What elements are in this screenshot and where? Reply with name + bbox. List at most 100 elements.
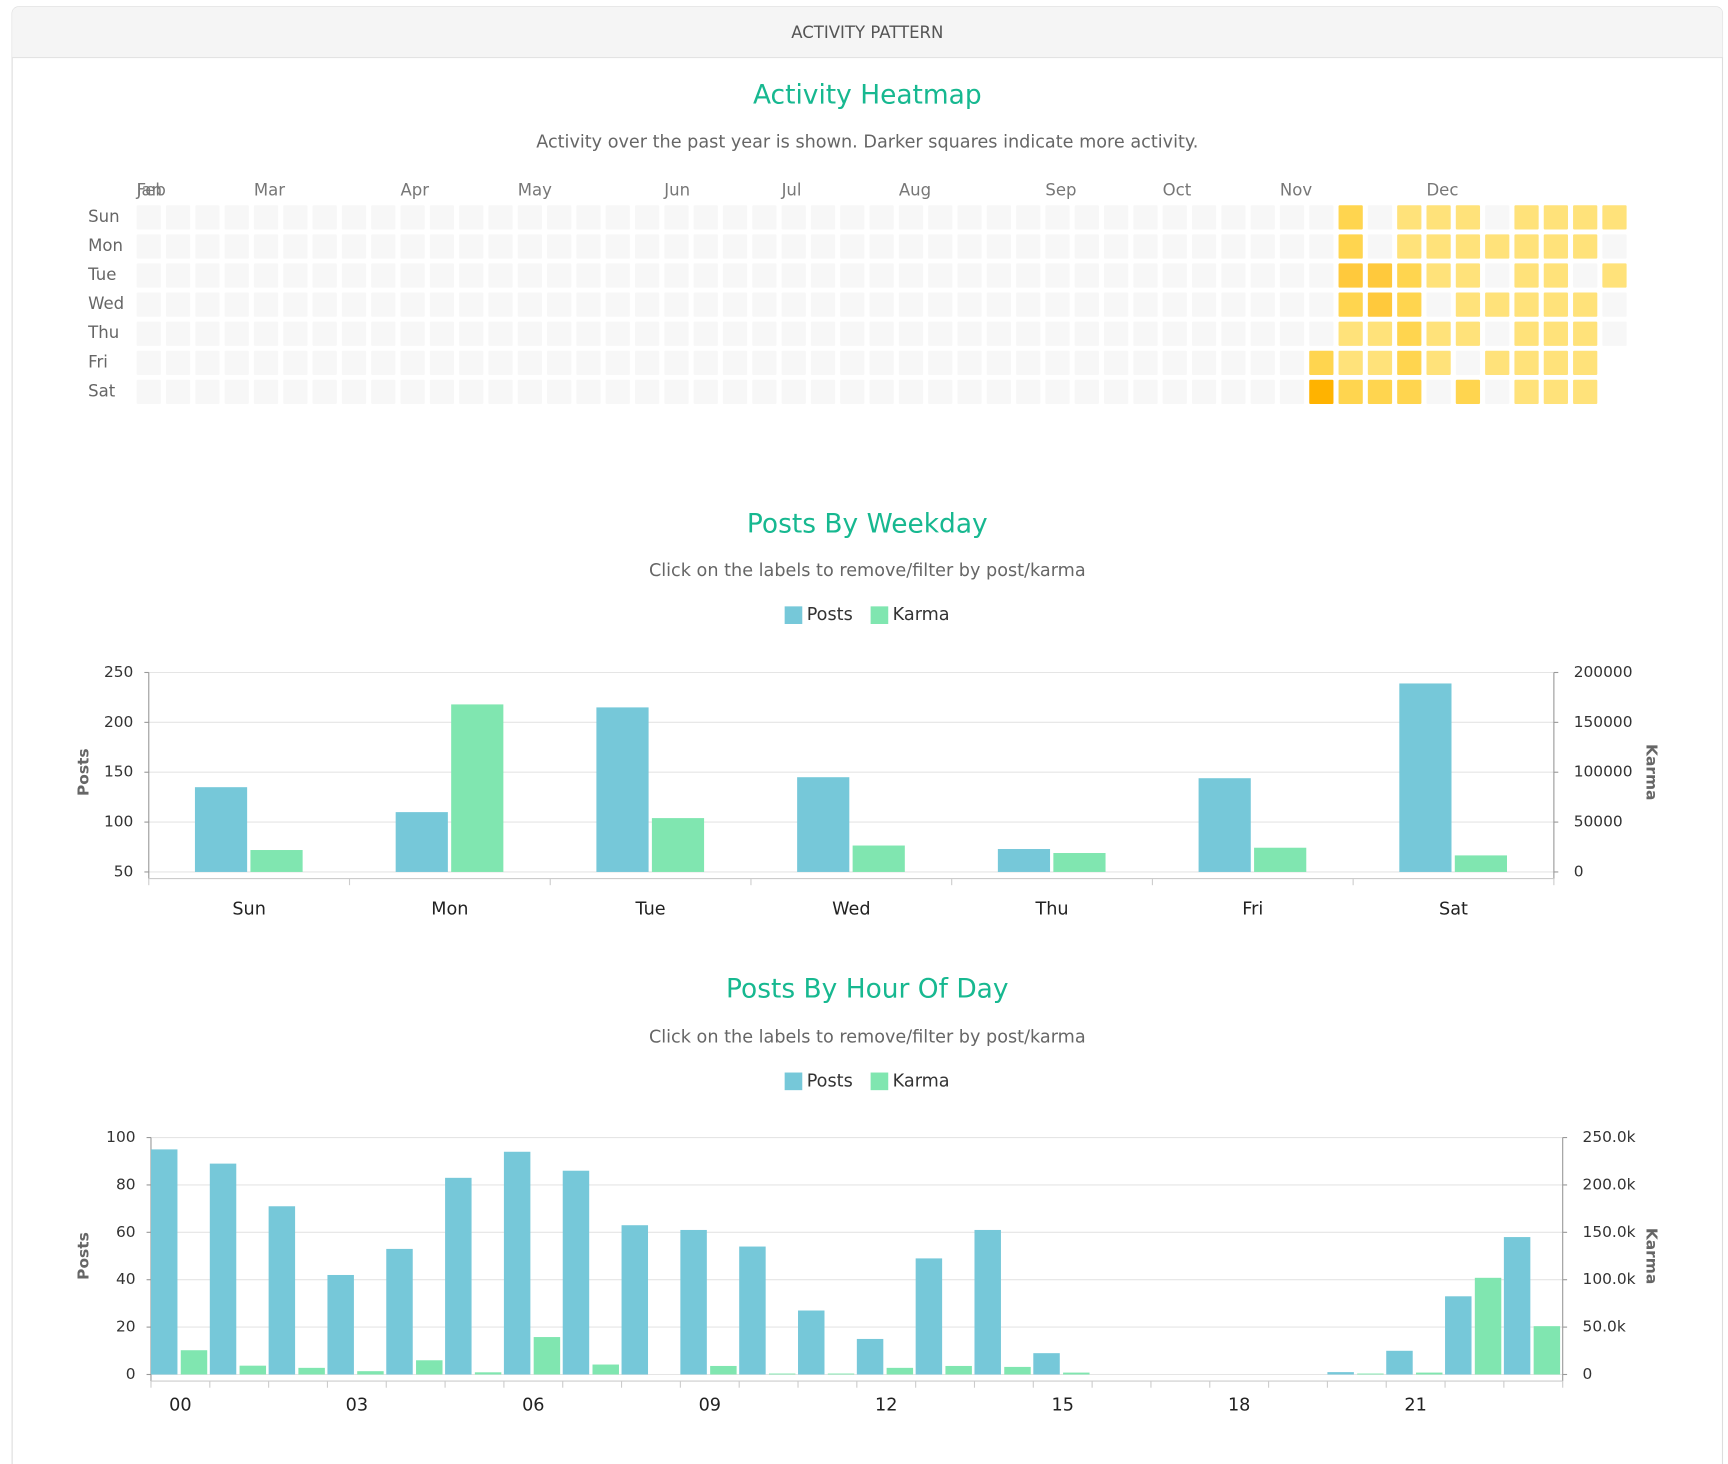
heatmap-cell [634, 263, 660, 288]
heatmap-cell [1133, 292, 1158, 317]
bar [1386, 1350, 1413, 1375]
heatmap-cell [664, 379, 689, 405]
heatmap-cell [664, 321, 689, 346]
heatmap-cell [253, 321, 279, 346]
bar [1327, 1372, 1354, 1375]
heatmap-cell [1514, 379, 1539, 405]
heatmap-cell [1279, 350, 1305, 375]
heatmap-cell [1074, 292, 1099, 317]
heatmap-cell [1250, 205, 1275, 230]
x-tick-label: 00 [169, 1395, 191, 1415]
heatmap-cell [165, 234, 191, 259]
heatmap-cell [869, 234, 894, 259]
chart-subtitle: Click on the labels to remove/filter by … [649, 1027, 1086, 1047]
heatmap-cell [547, 205, 572, 230]
heatmap-cell [869, 292, 894, 317]
heatmap-cell [1221, 350, 1246, 375]
y2-tick-label: 200000 [1574, 663, 1633, 681]
heatmap-cell [517, 321, 542, 346]
y-tick-label: 50 [114, 862, 134, 880]
heatmap-cell [136, 234, 161, 259]
heatmap-cell [341, 379, 367, 405]
x-tick-label: 09 [699, 1395, 721, 1415]
bar [1416, 1372, 1443, 1375]
heatmap-cell [898, 350, 924, 375]
heatmap-cell [693, 321, 718, 346]
heatmap-cell [312, 234, 337, 259]
y-tick-label: 20 [116, 1318, 136, 1336]
heatmap-cell [693, 205, 718, 230]
heatmap-cell [1367, 321, 1393, 346]
heatmap-cell [957, 234, 982, 259]
heatmap-cell [1455, 234, 1481, 259]
heatmap-cell [224, 321, 249, 346]
chart-subtitle: Activity over the past year is shown. Da… [536, 132, 1198, 152]
heatmap-cell [1602, 205, 1627, 230]
bar [386, 1248, 413, 1375]
heatmap-cell [1016, 379, 1041, 405]
heatmap-cell [752, 379, 777, 405]
heatmap-cell [312, 292, 337, 317]
heatmap-cell [136, 379, 161, 405]
heatmap-cell [1455, 263, 1481, 288]
legend-label[interactable]: Karma [893, 1071, 950, 1091]
y-tick-label: 60 [116, 1223, 136, 1241]
heatmap-cell [869, 205, 894, 230]
y2-tick-label: 150.0k [1583, 1223, 1636, 1241]
heatmap-cell [1016, 292, 1041, 317]
month-label: Feb [137, 180, 166, 199]
legend-label[interactable]: Karma [893, 605, 950, 625]
heatmap-cell [1397, 234, 1422, 259]
heatmap-cell [576, 321, 601, 346]
legend-label[interactable]: Posts [807, 605, 853, 625]
heatmap-cell [1309, 205, 1334, 230]
heatmap-cell [722, 263, 748, 288]
heatmap-cell [283, 292, 308, 317]
heatmap-cell [605, 379, 630, 405]
heatmap-cell [1338, 379, 1363, 405]
heatmap-cell [341, 205, 367, 230]
heatmap-cell [1602, 292, 1627, 317]
bar [680, 1229, 707, 1375]
heatmap-cell [195, 379, 220, 405]
x-tick-label: Sat [1439, 899, 1468, 919]
heatmap-cell [1162, 205, 1187, 230]
legend-label[interactable]: Posts [807, 1071, 853, 1091]
heatmap-cell [488, 321, 513, 346]
bar [1053, 853, 1106, 872]
legend-swatch[interactable] [784, 1072, 803, 1091]
heatmap-cell [400, 292, 425, 317]
heatmap-cell [1309, 292, 1334, 317]
heatmap-cell [752, 205, 777, 230]
heatmap-cell [1104, 379, 1129, 405]
heatmap-cell [224, 205, 249, 230]
heatmap-cell [928, 321, 953, 346]
heatmap-cell [195, 350, 220, 375]
x-tick-label: Thu [1035, 899, 1069, 919]
heatmap-cell [165, 292, 191, 317]
heatmap-cell [400, 263, 425, 288]
heatmap-cell [781, 263, 806, 288]
legend-swatch[interactable] [870, 1072, 889, 1091]
heatmap-cell [400, 234, 425, 259]
heatmap-cell [1338, 350, 1363, 375]
heatmap-cell [224, 379, 249, 405]
heatmap-cell [1250, 321, 1275, 346]
heatmap-cell [693, 350, 718, 375]
heatmap-cell [1543, 321, 1568, 346]
x-tick-label: Tue [635, 899, 666, 919]
heatmap-cell [165, 321, 191, 346]
heatmap-cell [283, 234, 308, 259]
bar [915, 1258, 943, 1375]
heatmap-cell [898, 379, 924, 405]
heatmap-cell [1397, 263, 1422, 288]
heatmap-cell [1045, 292, 1070, 317]
month-label: Jun [663, 180, 690, 199]
heatmap-cell [1543, 205, 1568, 230]
legend-swatch[interactable] [784, 606, 803, 624]
heatmap-cell [634, 350, 660, 375]
heatmap-cell [1338, 263, 1363, 288]
heatmap-cell [517, 263, 542, 288]
heatmap-cell [722, 321, 748, 346]
legend-swatch[interactable] [870, 606, 889, 624]
